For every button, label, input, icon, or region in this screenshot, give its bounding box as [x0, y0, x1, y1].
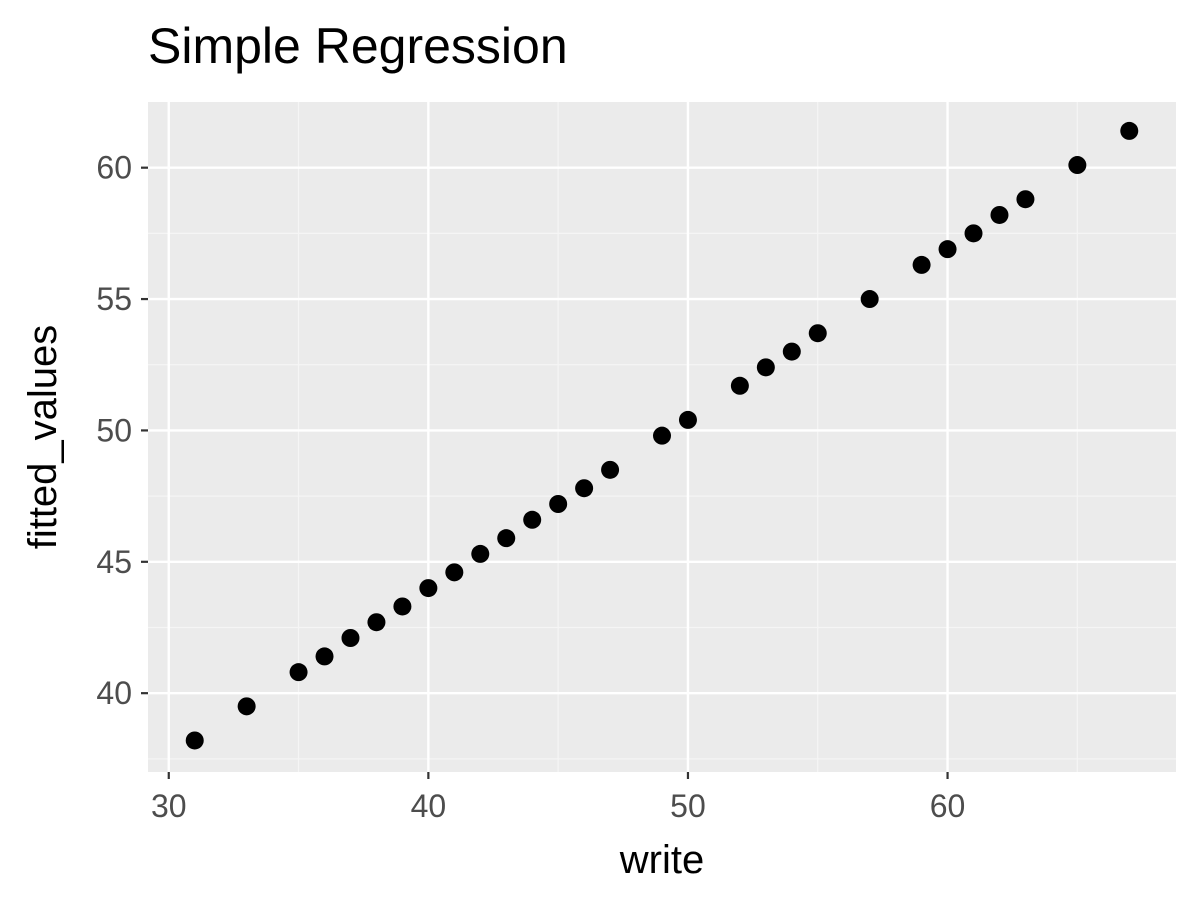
data-point — [1120, 121, 1139, 140]
data-point — [393, 597, 412, 616]
data-point — [730, 376, 749, 395]
data-point — [653, 426, 671, 445]
data-point — [601, 460, 620, 479]
data-point — [938, 240, 957, 259]
data-point — [445, 563, 464, 582]
data-point — [237, 697, 256, 716]
data-points — [185, 121, 1139, 750]
data-point — [1068, 156, 1087, 175]
y-tick-label: 45 — [96, 544, 132, 580]
data-point — [808, 324, 827, 343]
x-tick-label: 60 — [930, 788, 966, 824]
data-point — [341, 629, 360, 647]
data-point — [315, 647, 334, 666]
minor-gridlines — [148, 102, 1176, 772]
x-axis: 30 40 50 60 — [151, 772, 965, 824]
x-tick-label: 40 — [411, 788, 447, 824]
major-gridlines — [148, 102, 1176, 772]
data-point — [549, 495, 568, 513]
data-point — [289, 663, 308, 682]
data-point — [471, 544, 490, 563]
data-point — [678, 410, 697, 429]
y-tick-label: 55 — [96, 281, 132, 317]
data-point — [756, 358, 775, 377]
x-tick-label: 30 — [151, 788, 187, 824]
y-axis-title: fitted_values — [21, 325, 65, 550]
data-point — [1016, 190, 1035, 209]
data-point — [497, 529, 516, 548]
y-tick-label: 40 — [96, 675, 132, 711]
data-point — [964, 224, 983, 243]
data-point — [419, 579, 438, 598]
data-point — [575, 479, 594, 498]
x-axis-title: write — [619, 838, 704, 882]
y-tick-label: 50 — [96, 412, 132, 448]
chart-title: Simple Regression — [148, 18, 568, 74]
data-point — [990, 205, 1009, 224]
data-point — [860, 290, 879, 309]
data-point — [523, 510, 542, 529]
y-tick-label: 60 — [96, 150, 132, 186]
data-point — [185, 731, 204, 750]
y-axis: 40 45 50 55 60 — [96, 150, 148, 711]
data-point — [912, 255, 931, 274]
data-point — [367, 613, 386, 632]
x-tick-label: 50 — [670, 788, 706, 824]
data-point — [782, 342, 801, 361]
